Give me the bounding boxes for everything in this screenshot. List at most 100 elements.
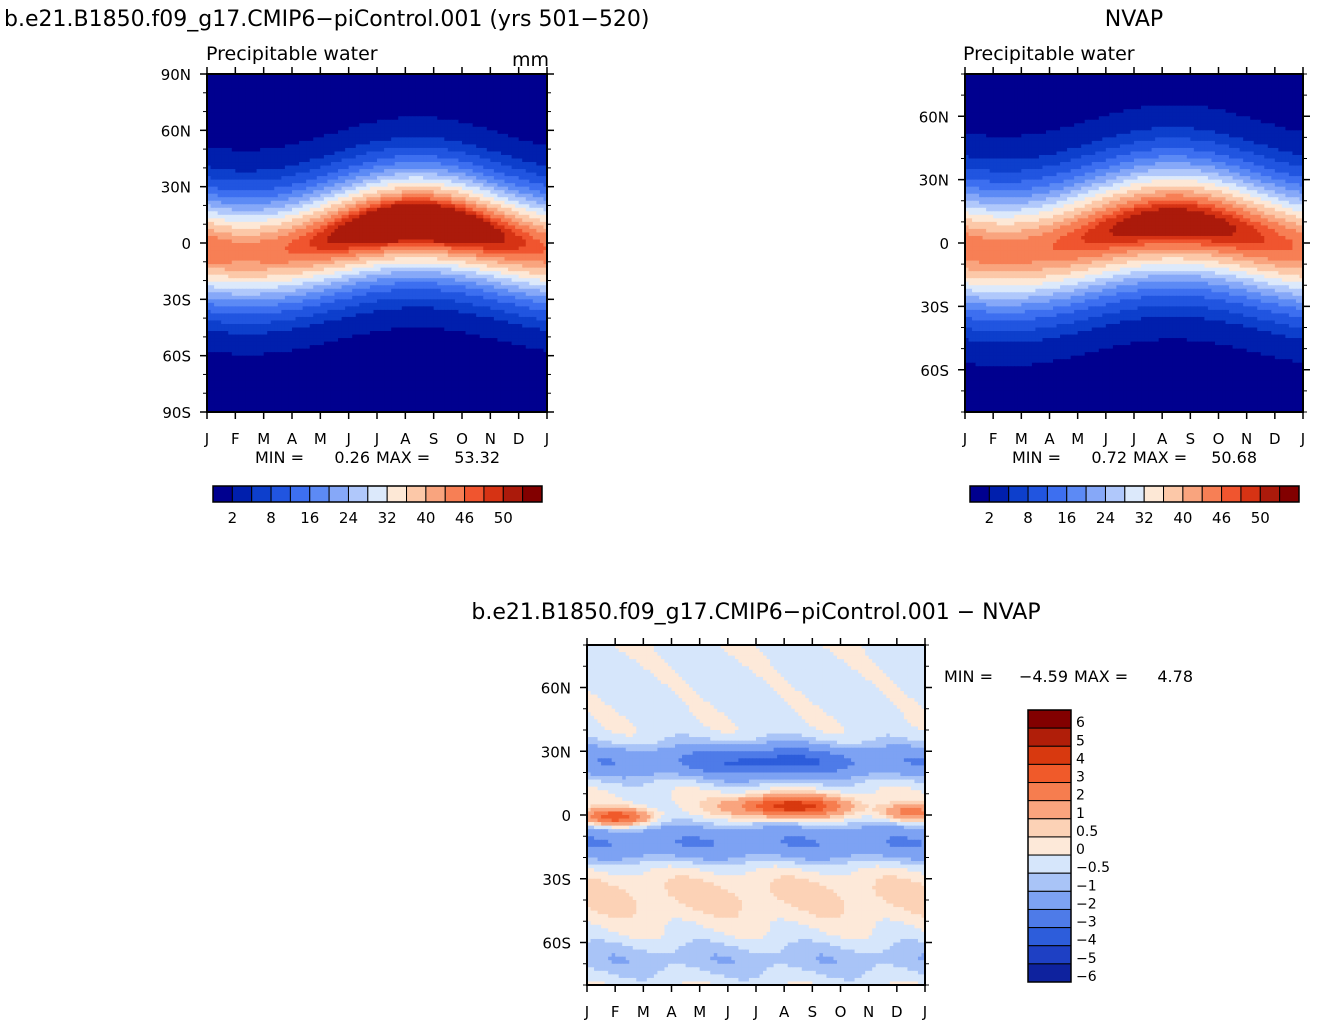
heatmap-cell: [533, 95, 537, 99]
heatmap-cell: [455, 123, 459, 127]
heatmap-cell: [349, 208, 353, 212]
heatmap-cell: [427, 151, 431, 155]
heatmap-cell: [405, 134, 409, 138]
heatmap-cell: [473, 232, 477, 236]
heatmap-cell: [501, 127, 505, 131]
heatmap-cell: [409, 123, 413, 127]
heatmap-cell: [373, 169, 377, 173]
heatmap-cell: [473, 204, 477, 208]
heatmap-cell: [342, 243, 346, 247]
heatmap-cell: [405, 218, 409, 222]
heatmap-cell: [214, 236, 218, 240]
heatmap-cell: [519, 113, 523, 117]
heatmap-cell: [278, 81, 282, 85]
heatmap-cell: [416, 78, 420, 82]
heatmap-cell: [377, 201, 381, 205]
heatmap-cell: [303, 201, 307, 205]
heatmap-cell: [310, 225, 314, 229]
heatmap-cell: [246, 201, 250, 205]
heatmap-cell: [444, 144, 448, 148]
heatmap-cell: [235, 134, 239, 138]
heatmap-cell: [228, 106, 232, 110]
heatmap-cell: [366, 92, 370, 96]
heatmap-cell: [253, 85, 257, 89]
heatmap-cell: [444, 180, 448, 184]
heatmap-cell: [494, 211, 498, 215]
heatmap-cell: [250, 166, 254, 170]
heatmap-cell: [363, 208, 367, 212]
heatmap-cell: [317, 95, 321, 99]
heatmap-cell: [473, 229, 477, 233]
heatmap-cell: [370, 225, 374, 229]
heatmap-cell: [232, 137, 236, 141]
heatmap-cell: [388, 215, 392, 219]
heatmap-cell: [519, 173, 523, 177]
heatmap-cell: [211, 130, 215, 134]
heatmap-cell: [281, 159, 285, 163]
heatmap-cell: [487, 123, 491, 127]
heatmap-cell: [281, 88, 285, 92]
heatmap-cell: [420, 113, 424, 117]
heatmap-cell: [327, 141, 331, 145]
heatmap-cell: [299, 151, 303, 155]
heatmap-cell: [313, 232, 317, 236]
heatmap-cell: [423, 130, 427, 134]
heatmap-cell: [253, 222, 257, 226]
heatmap-cell: [228, 222, 232, 226]
heatmap-cell: [356, 169, 360, 173]
heatmap-cell: [395, 159, 399, 163]
heatmap-cell: [437, 85, 441, 89]
heatmap-cell: [395, 127, 399, 131]
heatmap-cell: [540, 247, 544, 251]
heatmap-cell: [540, 169, 544, 173]
heatmap-cell: [462, 148, 466, 152]
heatmap-cell: [458, 211, 462, 215]
heatmap-cell: [483, 127, 487, 131]
heatmap-cell: [327, 134, 331, 138]
heatmap-cell: [373, 173, 377, 177]
heatmap-cell: [271, 166, 275, 170]
heatmap-cell: [370, 127, 374, 131]
heatmap-cell: [296, 218, 300, 222]
heatmap-cell: [405, 176, 409, 180]
heatmap-cell: [363, 215, 367, 219]
heatmap-cell: [342, 176, 346, 180]
heatmap-cell: [398, 95, 402, 99]
heatmap-cell: [427, 109, 431, 113]
heatmap-cell: [260, 130, 264, 134]
heatmap-cell: [306, 169, 310, 173]
heatmap-cell: [487, 92, 491, 96]
heatmap-cell: [239, 176, 243, 180]
heatmap-cell: [508, 120, 512, 124]
heatmap-cell: [257, 92, 261, 96]
heatmap-cell: [313, 215, 317, 219]
heatmap-cell: [274, 144, 278, 148]
heatmap-cell: [342, 92, 346, 96]
heatmap-cell: [483, 187, 487, 191]
heatmap-cell: [395, 78, 399, 82]
heatmap-cell: [274, 88, 278, 92]
heatmap-cell: [455, 208, 459, 212]
heatmap-cell: [480, 194, 484, 198]
heatmap-cell: [381, 229, 385, 233]
heatmap-cell: [313, 239, 317, 243]
heatmap-cell: [317, 250, 321, 254]
heatmap-cell: [306, 148, 310, 152]
heatmap-cell: [242, 204, 246, 208]
heatmap-cell: [356, 148, 360, 152]
heatmap-cell: [458, 194, 462, 198]
heatmap-cell: [469, 183, 473, 187]
heatmap-cell: [490, 187, 494, 191]
heatmap-cell: [296, 229, 300, 233]
heatmap-cell: [423, 204, 427, 208]
heatmap-cell: [494, 254, 498, 258]
heatmap-cell: [430, 99, 434, 103]
heatmap-cell: [228, 123, 232, 127]
heatmap-cell: [469, 144, 473, 148]
heatmap-cell: [501, 134, 505, 138]
heatmap-cell: [359, 113, 363, 117]
heatmap-cell: [522, 85, 526, 89]
heatmap-cell: [377, 102, 381, 106]
heatmap-cell: [540, 232, 544, 236]
heatmap-cell: [519, 81, 523, 85]
